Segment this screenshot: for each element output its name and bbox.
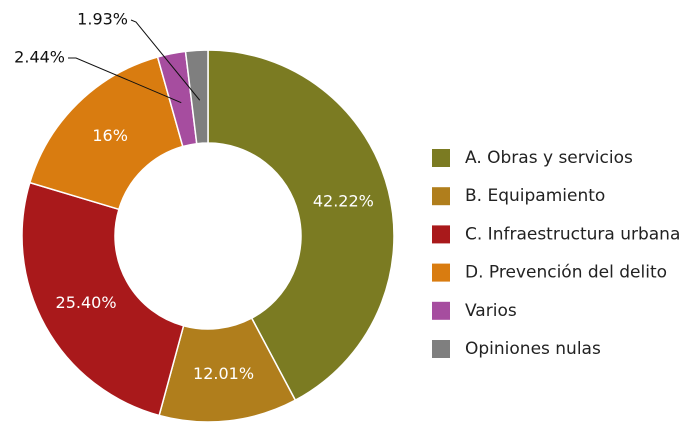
- donut-slice: [207, 49, 395, 402]
- legend-label: Varios: [465, 301, 517, 321]
- slice-label: 1.93%: [77, 10, 128, 29]
- legend-label: B. Equipamiento: [465, 186, 605, 206]
- legend-label: A. Obras y servicios: [465, 148, 633, 168]
- slice-label: 42.22%: [313, 192, 374, 211]
- slice-label: 25.40%: [56, 293, 117, 312]
- legend-swatch: [432, 301, 450, 320]
- legend-swatch: [432, 187, 450, 206]
- legend-swatch: [432, 149, 450, 167]
- slice-label: 2.44%: [14, 48, 65, 67]
- legend-swatch: [432, 340, 450, 358]
- donut-slice: [28, 56, 184, 211]
- legend-label: D. Prevención del delito: [465, 263, 667, 283]
- slice-label: 16%: [92, 126, 128, 145]
- legend-swatch: [432, 225, 450, 244]
- leader-line: [68, 57, 182, 104]
- legend-label: C. Infraestructura urbana: [465, 224, 680, 244]
- leader-line: [130, 19, 201, 101]
- donut-slice: [21, 181, 185, 417]
- slice-label: 12.01%: [193, 364, 254, 383]
- legend-label: Opiniones nulas: [465, 339, 601, 359]
- legend-swatch: [432, 263, 450, 282]
